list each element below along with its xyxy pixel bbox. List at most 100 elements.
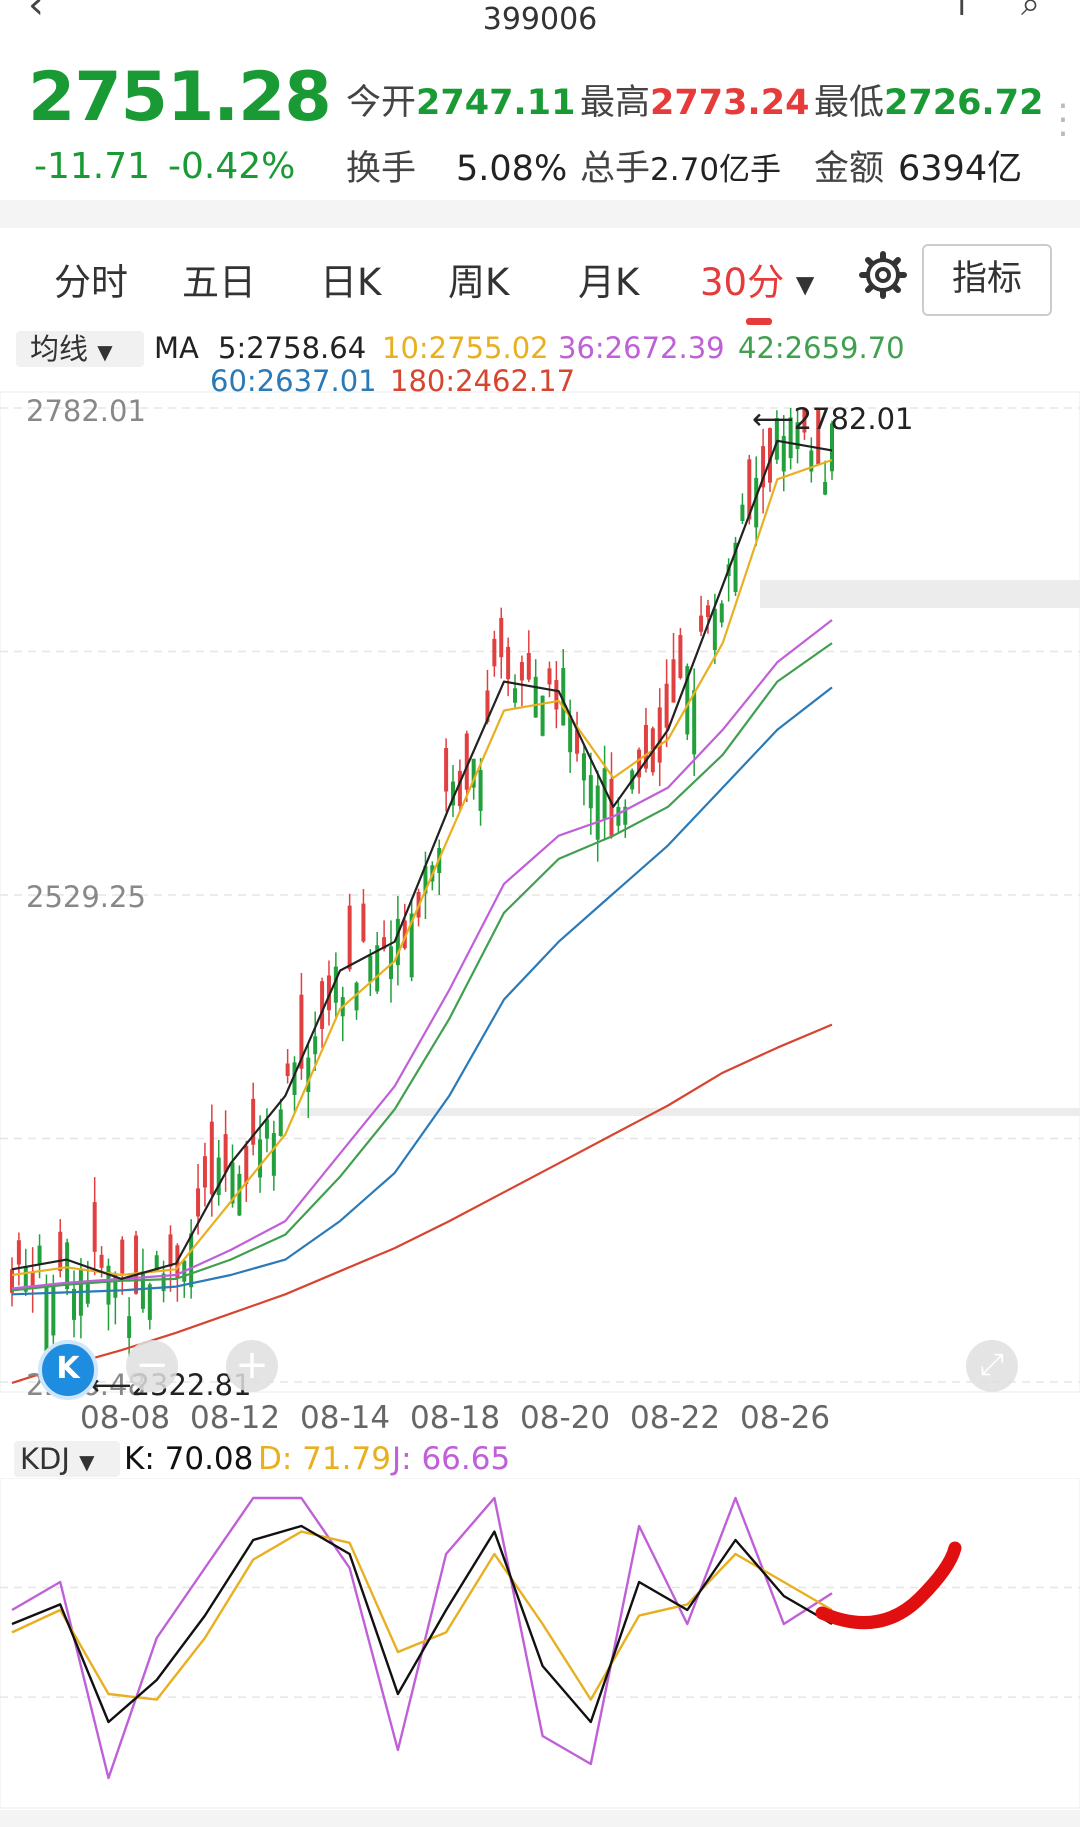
candle-body [492, 638, 497, 667]
high-label: 最高 [580, 83, 651, 123]
chart-frame [0, 391, 1080, 1393]
candle-body [809, 450, 814, 472]
candle-body [830, 423, 834, 472]
kdj-selector[interactable]: KDJ ▼ [14, 1441, 120, 1477]
search-icon[interactable]: ⌕ [1020, 0, 1040, 24]
candle-body [761, 446, 766, 488]
candle-body [16, 1240, 21, 1265]
tab-intraday[interactable]: 分时 [54, 261, 128, 304]
amount-stat: 金额 6394亿 [814, 140, 1022, 191]
x-tick: 08-20 [520, 1400, 611, 1436]
more-icon[interactable]: · · · [1057, 86, 1069, 155]
candle-body [10, 1269, 14, 1293]
k-line-button[interactable]: K [38, 1340, 98, 1400]
zoom-out-button[interactable]: − [126, 1340, 178, 1392]
open-stat: 今开2747.11 [346, 74, 575, 125]
ma-selector[interactable]: 均线 ▼ [16, 331, 144, 367]
tab-daily-k[interactable]: 日K [320, 261, 382, 304]
candle-body [526, 652, 531, 680]
candle-body [196, 1188, 201, 1217]
tab-30min[interactable]: 30分 ▼ [700, 252, 814, 306]
highlight-band [760, 580, 1080, 608]
caret-down-icon: ▼ [79, 1450, 95, 1474]
candle-body [223, 1134, 228, 1173]
caret-down-icon: ▼ [795, 270, 815, 299]
candle-body [409, 913, 414, 978]
expand-icon[interactable]: ⤢ [966, 1340, 1018, 1392]
share-icon[interactable]: ↑ [947, 0, 977, 24]
candle-body [326, 975, 331, 1011]
candle-body [92, 1202, 97, 1252]
candle-body [230, 1162, 235, 1204]
volume-value: 2.70亿手 [650, 152, 782, 188]
tab-five-day[interactable]: 五日 [182, 261, 256, 304]
candle-body [678, 635, 683, 678]
candle-body [99, 1254, 104, 1268]
y-tick-mid: 2529.25 [26, 880, 146, 914]
candle-body [451, 781, 456, 806]
candle-body [395, 918, 400, 966]
tab-monthly-k[interactable]: 月K [578, 261, 640, 304]
x-tick: 08-08 [80, 1400, 171, 1436]
candle-body [581, 753, 586, 781]
kdj-k-value: K: 70.08 [124, 1441, 254, 1477]
header-actions[interactable]: ↑ ⌕ [948, 0, 1040, 24]
current-price: 2751.28 [28, 58, 332, 137]
candle-body [471, 758, 476, 788]
candle-body [368, 955, 373, 982]
candle-body [754, 477, 759, 528]
bottom-bar [0, 1810, 1080, 1827]
candle-body [292, 1062, 297, 1095]
candle-body [719, 603, 724, 623]
candle-body [202, 1156, 207, 1188]
candle-body [37, 1245, 42, 1264]
candle-body [168, 1234, 173, 1267]
candle-body [313, 1036, 318, 1055]
ma-line-5 [11, 439, 833, 1281]
x-tick: 08-22 [630, 1400, 721, 1436]
candle-body [540, 695, 545, 736]
candle-body [643, 724, 648, 769]
section-divider [0, 200, 1080, 228]
active-tab-indicator [746, 318, 772, 325]
back-arrow-icon[interactable]: ‹ [28, 0, 44, 28]
candle-body [299, 994, 304, 1069]
stock-code: 399006 [482, 2, 598, 37]
tab-weekly-k[interactable]: 周K [448, 261, 510, 304]
candle-body [657, 707, 662, 763]
volume-label: 总手 [580, 149, 651, 189]
candle-body [216, 1157, 221, 1196]
ma-line-180 [11, 1023, 833, 1384]
candle-body [278, 1109, 283, 1136]
candle-body [209, 1121, 214, 1195]
x-tick: 08-14 [300, 1400, 391, 1436]
candle-body [671, 659, 676, 703]
low-label: 最低 [814, 83, 885, 123]
turnover-label: 换手 [346, 149, 417, 189]
ma-line-36 [11, 619, 833, 1290]
candle-body [51, 1284, 56, 1336]
kdj-chart[interactable] [0, 1478, 1080, 1810]
candle-body [788, 417, 793, 459]
candle-body [602, 768, 607, 819]
zoom-in-button[interactable]: + [226, 1340, 278, 1392]
candle-body [609, 778, 614, 836]
candle-body [306, 1057, 311, 1092]
high-marker: ⟵2782.01 [752, 402, 914, 436]
gear-icon[interactable] [858, 250, 908, 300]
high-marker-value: 2782.01 [793, 402, 914, 436]
candle-body [699, 615, 704, 632]
indicator-button[interactable]: 指标 [922, 244, 1052, 316]
x-tick: 08-12 [190, 1400, 281, 1436]
ma-line-42 [11, 642, 833, 1292]
x-tick: 08-18 [410, 1400, 501, 1436]
low-stat: 最低2726.72 [814, 74, 1043, 125]
candle-body [478, 770, 483, 811]
candlestick-chart[interactable] [0, 390, 1080, 1400]
candle-body [685, 666, 690, 735]
candle-body [444, 747, 449, 792]
candle-body [774, 418, 779, 460]
low-value: 2726.72 [884, 83, 1044, 123]
candle-body [554, 680, 559, 710]
price-change-pct: -0.42% [168, 146, 296, 187]
